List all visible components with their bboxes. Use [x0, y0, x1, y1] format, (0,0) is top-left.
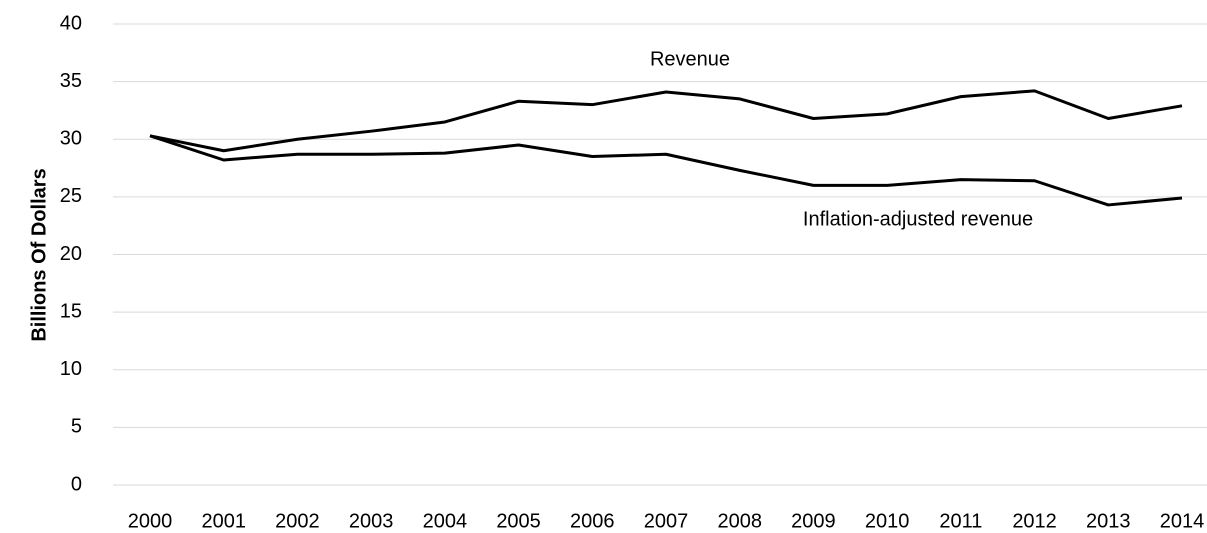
x-tick-label: 2003 [349, 510, 394, 532]
x-tick-label: 2004 [423, 510, 468, 532]
series-line [149, 89, 1183, 153]
series-label: Inflation-adjusted revenue [803, 208, 1033, 230]
x-tick-label: 2000 [128, 510, 173, 532]
x-tick-label: 2006 [570, 510, 615, 532]
y-tick-label: 30 [60, 128, 82, 150]
y-tick-label: 5 [71, 416, 82, 438]
x-tick-label: 2008 [717, 510, 762, 532]
x-tick-label: 2002 [275, 510, 320, 532]
x-tick-label: 2014 [1160, 510, 1205, 532]
y-tick-label: 0 [71, 473, 82, 495]
y-tick-label: 40 [60, 12, 82, 34]
x-tick-label: 2001 [201, 510, 246, 532]
y-tick-label: 25 [60, 185, 82, 207]
x-tick-label: 2012 [1012, 510, 1057, 532]
x-tick-label: 2009 [791, 510, 836, 532]
x-tick-label: 2010 [865, 510, 910, 532]
y-tick-label: 20 [60, 243, 82, 265]
x-tick-label: 2013 [1086, 510, 1131, 532]
series-label: Revenue [650, 48, 730, 70]
y-tick-label: 10 [60, 358, 82, 380]
y-axis-label: Billions Of Dollars [28, 168, 50, 341]
y-tick-label: 15 [60, 300, 82, 322]
x-tick-label: 2005 [496, 510, 541, 532]
y-tick-label: 35 [60, 70, 82, 92]
x-tick-label: 2011 [939, 510, 982, 532]
x-tick-label: 2007 [644, 510, 689, 532]
series-line [149, 134, 1183, 207]
